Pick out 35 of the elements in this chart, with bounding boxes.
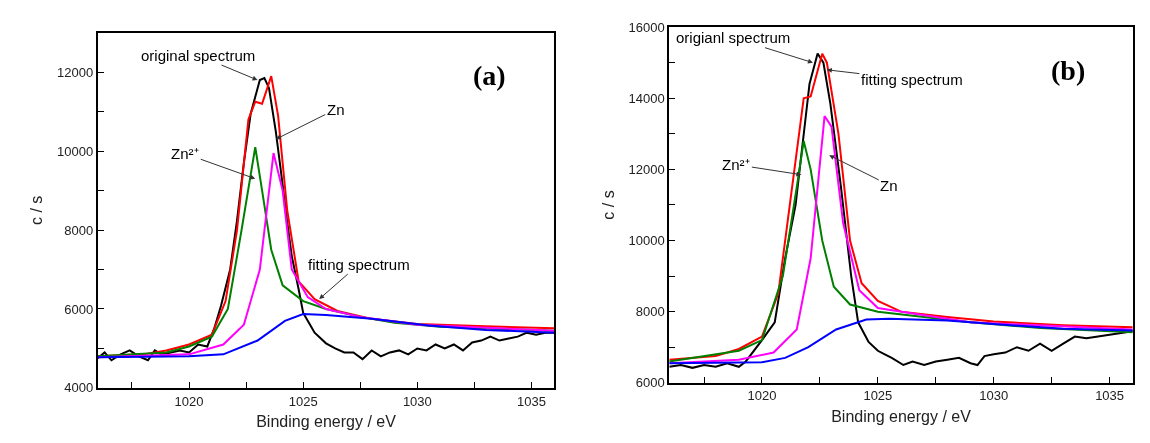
x-tick-label: 1020 xyxy=(747,388,777,404)
y-tick-label: 10000 xyxy=(628,233,665,249)
y-tick-label: 6000 xyxy=(64,301,94,317)
y-tick-label: 6000 xyxy=(635,375,665,391)
x-tick-label: 1025 xyxy=(288,393,318,409)
x-tick-label: 1035 xyxy=(517,393,546,409)
y-tick-label: 8000 xyxy=(64,222,94,238)
annotation: Zn xyxy=(880,177,898,194)
annotation: Zn xyxy=(327,101,345,118)
x-axis-title: Binding energy / eV xyxy=(256,412,397,430)
annotation: (b) xyxy=(1051,55,1086,86)
line-series xyxy=(669,317,1133,365)
x-tick-label: 1030 xyxy=(979,388,1009,404)
x-tick-label: 1025 xyxy=(863,388,893,404)
x-axis-title: Binding energy / eV xyxy=(831,407,972,425)
y-tick-label: 16000 xyxy=(628,19,665,35)
annotation: fitting spectrum xyxy=(861,71,963,88)
y-tick-label: 14000 xyxy=(628,90,665,106)
annotation: Zn²⁺ xyxy=(722,156,750,173)
y-tick-label: 12000 xyxy=(56,64,94,80)
annotation: (a) xyxy=(473,60,506,91)
x-tick-label: 1020 xyxy=(174,393,204,409)
x-tick-label: 1030 xyxy=(402,393,432,409)
y-axis-title: c / s xyxy=(28,195,46,225)
y-tick-label: 12000 xyxy=(628,161,665,177)
y-tick-label: 8000 xyxy=(635,304,665,320)
annotation: origianl spectrum xyxy=(676,29,791,46)
annotation: Zn²⁺ xyxy=(171,145,199,162)
line-series xyxy=(97,313,555,359)
y-tick-label: 4000 xyxy=(64,380,94,396)
annotation: fitting spectrum xyxy=(308,256,410,273)
x-tick-label: 1035 xyxy=(1095,388,1125,404)
y-tick-label: 10000 xyxy=(56,143,94,159)
annotation: original spectrum xyxy=(141,47,256,64)
y-axis-title: c / s xyxy=(599,190,617,220)
